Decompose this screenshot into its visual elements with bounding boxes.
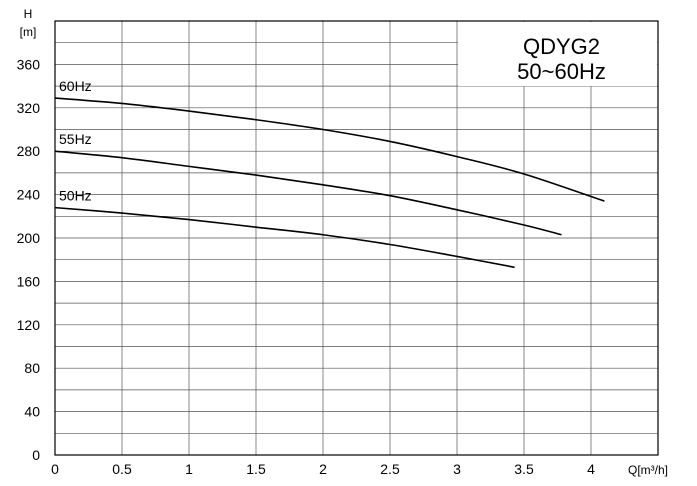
plot-frame: [54, 20, 659, 456]
x-tick-label: 0: [51, 461, 59, 477]
x-tick-labels: 0 0.5 1 1.5 2 2.5 3 3.5 4: [51, 461, 595, 477]
series-line-60Hz: [54, 97, 605, 202]
y-tick-label: 200: [17, 230, 41, 246]
y-tick-label: 360: [17, 56, 41, 72]
series-label-50Hz: 50Hz: [59, 188, 92, 204]
series-line-55Hz: [54, 150, 562, 236]
series-label-55Hz: 55Hz: [59, 131, 92, 147]
x-tick-label: 3: [453, 461, 461, 477]
y-tick-label: 320: [17, 100, 41, 116]
grid: [55, 21, 658, 455]
series-label-60Hz: 60Hz: [59, 78, 92, 94]
x-tick-label: 2.5: [380, 461, 400, 477]
chart-subtitle: 50~60Hz: [517, 59, 606, 84]
y-tick-labels: 0 40 80 120 160 200 240 280 320 360: [17, 56, 41, 463]
title-box: QDYG2 50~60Hz: [458, 22, 657, 87]
x-tick-label: 2: [319, 461, 327, 477]
y-tick-label: 280: [17, 143, 41, 159]
x-tick-label: 0.5: [112, 461, 132, 477]
y-tick-label: 80: [24, 360, 40, 376]
chart-title: QDYG2: [523, 34, 600, 59]
series-line-50Hz: [54, 206, 515, 269]
x-tick-label: 1.5: [246, 461, 266, 477]
y-tick-label: 240: [17, 187, 41, 203]
y-tick-label: 160: [17, 273, 41, 289]
y-tick-label: 120: [17, 317, 41, 333]
y-axis-unit: [m]: [20, 25, 37, 39]
x-tick-label: 4: [587, 461, 595, 477]
y-tick-label: 40: [24, 404, 40, 420]
x-axis-label: Q[m³/h]: [628, 463, 668, 477]
series-lines: 60Hz 55Hz 50Hz: [54, 78, 605, 269]
y-tick-label: 0: [32, 447, 40, 463]
y-axis-label: H: [24, 7, 33, 21]
x-tick-label: 3.5: [514, 461, 534, 477]
x-tick-label: 1: [185, 461, 193, 477]
